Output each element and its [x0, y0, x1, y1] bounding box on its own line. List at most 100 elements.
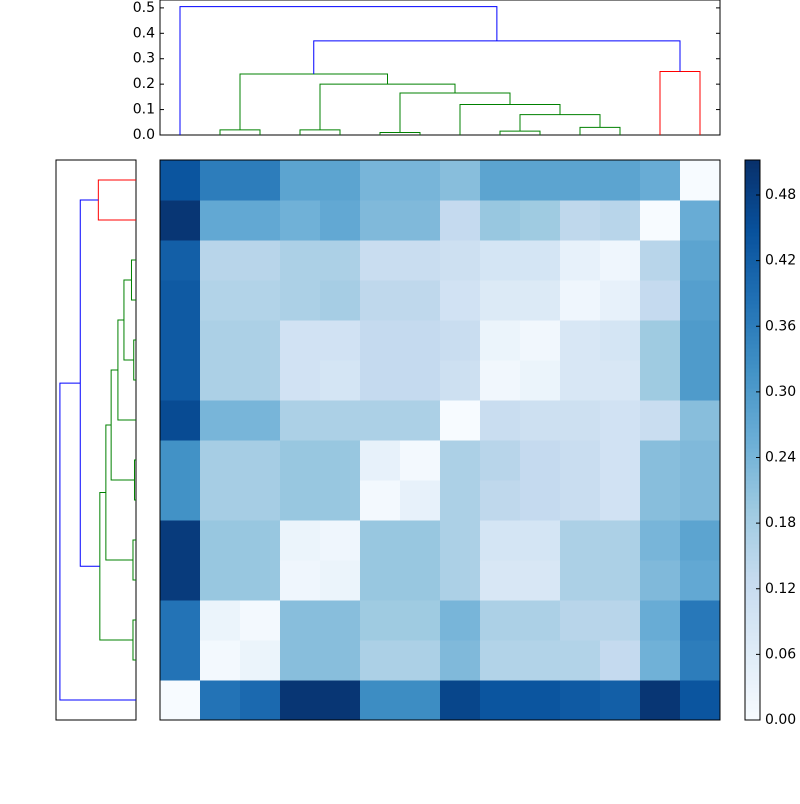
colorbar-segment: [745, 216, 760, 221]
colorbar-segment: [745, 380, 760, 385]
heatmap-cell: [360, 640, 401, 681]
heatmap-cell: [640, 640, 681, 681]
dendrogram-link: [299, 129, 341, 135]
colorbar-segment: [745, 524, 760, 529]
colorbar-tick-label: 0.18: [765, 515, 796, 531]
heatmap-cell: [600, 280, 641, 321]
heatmap-cell: [560, 440, 601, 481]
colorbar-segment: [745, 340, 760, 345]
heatmap-cell: [600, 320, 641, 361]
colorbar-segment: [745, 252, 760, 257]
colorbar-segment: [745, 496, 760, 501]
heatmap-cell: [200, 320, 241, 361]
heatmap-cell: [160, 400, 201, 441]
colorbar-segment: [745, 204, 760, 209]
heatmap-cell: [200, 440, 241, 481]
colorbar-segment: [745, 712, 760, 717]
heatmap-cell: [200, 200, 241, 241]
colorbar-segment: [745, 260, 760, 265]
colorbar-segment: [745, 600, 760, 605]
heatmap-cell: [280, 640, 321, 681]
heatmap-cell: [360, 360, 401, 401]
heatmap-cell: [200, 280, 241, 321]
heatmap-cell: [400, 600, 441, 641]
colorbar-segment: [745, 304, 760, 309]
colorbar-frame: [744, 159, 761, 721]
heatmap-cell: [480, 400, 521, 441]
heatmap-cell: [440, 440, 481, 481]
heatmap-cell: [280, 320, 321, 361]
colorbar-segment: [745, 208, 760, 213]
colorbar-segment: [745, 420, 760, 425]
heatmap-cell: [440, 600, 481, 641]
colorbar-tick-label: 0.24: [765, 450, 796, 466]
colorbar-segment: [745, 640, 760, 645]
heatmap-cell: [200, 400, 241, 441]
heatmap-cell: [440, 480, 481, 521]
heatmap-cell: [240, 360, 281, 401]
heatmap-cell: [480, 240, 521, 281]
heatmap-cell: [640, 680, 681, 721]
colorbar-segment: [745, 672, 760, 677]
heatmap-cell: [160, 200, 201, 241]
heatmap-cell: [600, 680, 641, 721]
heatmap-cell: [560, 520, 601, 561]
heatmap-cell: [520, 360, 561, 401]
heatmap-cell: [360, 680, 401, 721]
heatmap-cell: [680, 640, 721, 681]
colorbar-segment: [745, 696, 760, 701]
heatmap-cell: [440, 520, 481, 561]
heatmap-cell: [480, 480, 521, 521]
colorbar-segment: [745, 224, 760, 229]
heatmap-cell: [480, 560, 521, 601]
left-dendrogram-frame: [55, 159, 137, 721]
colorbar-segment: [745, 656, 760, 661]
heatmap-cell: [160, 480, 201, 521]
heatmap-cell: [440, 200, 481, 241]
colorbar-segment: [745, 168, 760, 173]
heatmap-cell: [160, 280, 201, 321]
colorbar-segment: [745, 180, 760, 185]
colorbar-segment: [745, 160, 760, 165]
heatmap-cell: [520, 280, 561, 321]
dendrogram-link: [110, 369, 135, 481]
colorbar-segment: [745, 544, 760, 549]
heatmap-cell: [400, 400, 441, 441]
colorbar-segment: [745, 192, 760, 197]
heatmap-cell: [440, 560, 481, 601]
heatmap-cell: [560, 600, 601, 641]
dendrogram-link: [219, 129, 261, 135]
colorbar-segment: [745, 176, 760, 181]
heatmap-cell: [200, 480, 241, 521]
heatmap-cell: [240, 160, 281, 201]
colorbar-segment: [745, 264, 760, 269]
y-tick-label: 0.0: [133, 127, 155, 143]
heatmap-cell: [640, 200, 681, 241]
heatmap-cell: [600, 160, 641, 201]
heatmap-cell: [480, 200, 521, 241]
heatmap-cell: [560, 680, 601, 721]
colorbar-tick-label: 0.06: [765, 646, 796, 662]
colorbar-segment: [745, 196, 760, 201]
heatmap-cell: [280, 440, 321, 481]
colorbar-segment: [745, 388, 760, 393]
heatmap-cell: [400, 240, 441, 281]
colorbar-segment: [745, 344, 760, 349]
heatmap-cell: [400, 360, 441, 401]
colorbar-segment: [745, 424, 760, 429]
heatmap-cell: [440, 240, 481, 281]
colorbar-segment: [745, 488, 760, 493]
heatmap-cell: [400, 320, 441, 361]
heatmap-cell: [280, 280, 321, 321]
dendrogram-link: [659, 70, 701, 135]
heatmap-cell: [200, 160, 241, 201]
colorbar-segment: [745, 480, 760, 485]
heatmap-cell: [200, 520, 241, 561]
heatmap-cell: [680, 600, 721, 641]
heatmap-cell: [240, 200, 281, 241]
colorbar-segment: [745, 320, 760, 325]
colorbar-segment: [745, 432, 760, 437]
heatmap-cell: [400, 160, 441, 201]
heatmap-cell: [200, 600, 241, 641]
heatmap-cell: [520, 400, 561, 441]
